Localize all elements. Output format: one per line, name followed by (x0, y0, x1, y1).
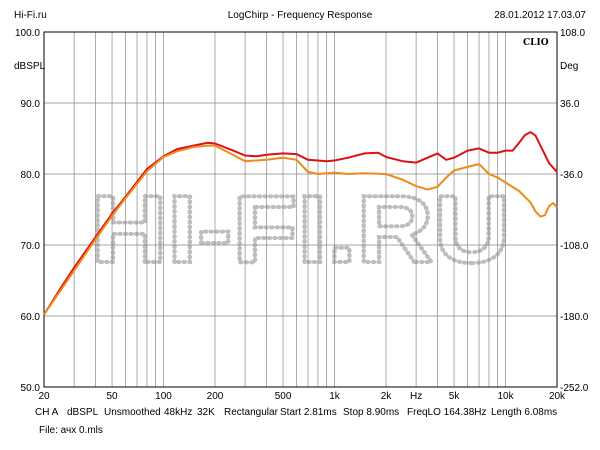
watermark: HI-FI.RU (91, 176, 511, 283)
y2-tick-label: 108.0 (560, 28, 585, 39)
x-tick-label: 10k (497, 391, 514, 402)
y-tick-label: 100.0 (15, 28, 40, 39)
y-tick-label: 90.0 (21, 99, 41, 110)
x-tick-label: 200 (207, 391, 224, 402)
y-tick-label: 80.0 (21, 170, 41, 181)
y-tick-label: 60.0 (21, 312, 41, 323)
y-tick-label: 50.0 (21, 383, 41, 394)
header-timestamp: 28.01.2012 17.03.07 (494, 10, 586, 21)
measurement-setting-item: Length 6.08ms (491, 407, 558, 418)
x-tick-label: 100 (155, 391, 172, 402)
x-tick-label: 20k (549, 391, 566, 402)
x-tick-label: Hz (410, 391, 422, 402)
plot-frame (43, 31, 558, 388)
y-axis-label: dBSPL (14, 61, 46, 72)
y2-tick-label: -108.0 (560, 241, 589, 252)
measurement-setting-item: Rectangular (224, 407, 278, 418)
measurement-setting-item: Unsmoothed (104, 407, 161, 418)
measurement-setting-item: CH A (35, 407, 59, 418)
y2-tick-label: 36.0 (560, 99, 580, 110)
measurement-setting-item: dBSPL (67, 407, 99, 418)
y2-tick-label: -180.0 (560, 312, 589, 323)
x-tick-label: 5k (449, 391, 461, 402)
x-tick-label: 500 (275, 391, 292, 402)
measurement-setting-item: Start 2.81ms (280, 407, 337, 418)
measurement-setting-item: 48kHz (164, 407, 193, 418)
measurement-setting-item: 32K (197, 407, 215, 418)
y-tick-label: 70.0 (21, 241, 41, 252)
x-tick-label: 1k (329, 391, 341, 402)
y2-axis-label: Deg (560, 61, 579, 72)
x-tick-label: 20 (38, 391, 50, 402)
header-site-label: Hi-Fi.ru (14, 10, 47, 21)
file-name-label: File: ачх 0.mls (39, 425, 103, 436)
header-chart-title: LogChirp - Frequency Response (227, 10, 373, 21)
series-line-red (43, 131, 558, 316)
measurement-setting-item: FreqLO 164.38Hz (407, 407, 487, 418)
series-line-orange (43, 144, 558, 316)
y2-tick-label: -252.0 (560, 383, 589, 394)
y2-tick-label: -36.0 (560, 170, 583, 181)
x-tick-label: 50 (106, 391, 118, 402)
measurement-setting-item: Stop 8.90ms (343, 407, 400, 418)
x-tick-label: 2k (381, 391, 393, 402)
clio-logo: CLIO (523, 38, 549, 48)
